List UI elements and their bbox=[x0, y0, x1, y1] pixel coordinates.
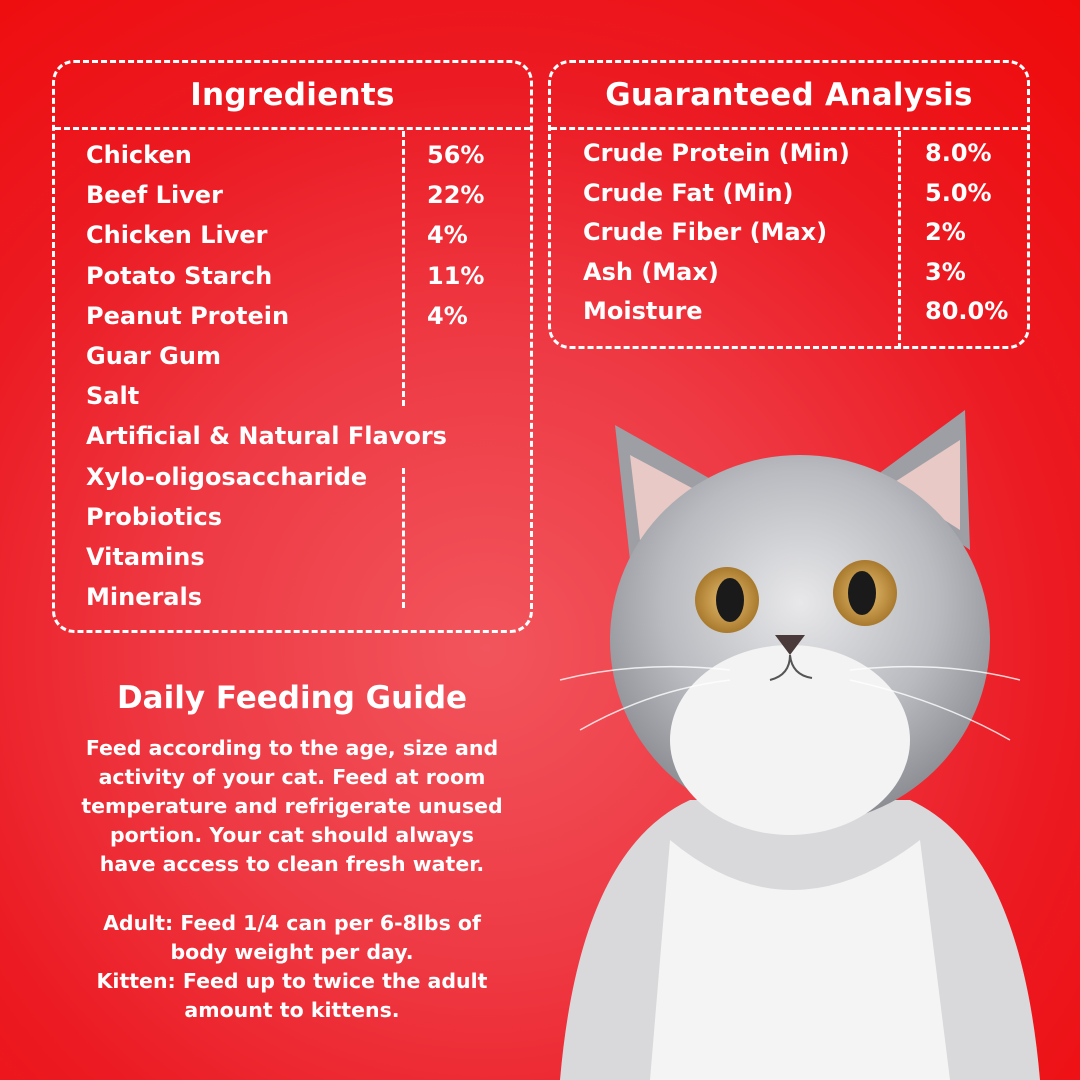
ingredients-panel: Ingredients Chicken 56% Beef Liver 22% Chick… bbox=[52, 60, 533, 633]
ingredient-percent: 4% bbox=[427, 221, 468, 250]
analysis-name: Ash (Max) bbox=[583, 257, 719, 286]
ingredient-percent: 56% bbox=[427, 141, 485, 169]
analysis-title: Guaranteed Analysis bbox=[605, 77, 973, 113]
feeding-text-line: activity of your cat. Feed at room bbox=[98, 765, 486, 789]
feeding-text-line: have access to clean fresh water. bbox=[99, 852, 485, 876]
ingredient-name: Peanut Protein bbox=[86, 301, 290, 330]
ingredient-percent: 22% bbox=[427, 181, 485, 210]
ingredient-name: Artificial & Natural Flavors bbox=[86, 422, 447, 451]
analysis-name: Crude Fat (Min) bbox=[583, 178, 794, 207]
analysis-value: 5.0% bbox=[925, 178, 992, 207]
analysis-value: 8.0% bbox=[925, 139, 992, 167]
guaranteed-analysis-panel: Guaranteed Analysis Crude Protein (Min) 8… bbox=[548, 60, 1030, 349]
ingredient-percent: 4% bbox=[427, 301, 468, 330]
ingredient-name: Chicken bbox=[86, 141, 192, 169]
ingredient-name: Minerals bbox=[86, 583, 203, 612]
divider bbox=[551, 127, 1027, 130]
feeding-text-line: temperature and refrigerate unused bbox=[81, 794, 503, 818]
ingredient-name: Xylo-oligosaccharide bbox=[86, 462, 368, 491]
feeding-text-line: Adult: Feed 1/4 can per 6-8lbs of bbox=[103, 911, 481, 935]
divider bbox=[55, 127, 530, 130]
feeding-text-line: body weight per day. bbox=[170, 940, 414, 964]
feeding-text-line: portion. Your cat should always bbox=[110, 823, 474, 847]
ingredient-name: Beef Liver bbox=[86, 181, 223, 210]
analysis-value: 2% bbox=[925, 218, 966, 246]
ingredient-name: Probiotics bbox=[86, 502, 223, 531]
column-divider bbox=[402, 131, 405, 406]
ingredients-title: Ingredients bbox=[190, 77, 395, 113]
feeding-title: Daily Feeding Guide bbox=[116, 680, 468, 716]
feeding-text-line: amount to kittens. bbox=[184, 998, 400, 1022]
analysis-value: 80.0% bbox=[925, 297, 1009, 325]
ingredient-name: Vitamins bbox=[86, 543, 205, 571]
column-divider bbox=[898, 131, 901, 349]
ingredient-percent: 11% bbox=[427, 261, 485, 290]
feeding-text-line: Feed according to the age, size and bbox=[85, 736, 499, 760]
ingredient-name: Potato Starch bbox=[86, 261, 273, 290]
ingredient-name: Salt bbox=[86, 382, 140, 411]
analysis-name: Crude Fiber (Max) bbox=[583, 218, 828, 246]
column-divider bbox=[402, 468, 405, 608]
analysis-name: Moisture bbox=[583, 297, 703, 325]
ingredient-name: Guar Gum bbox=[86, 342, 221, 370]
feeding-text-line: Kitten: Feed up to twice the adult bbox=[96, 969, 488, 993]
analysis-name: Crude Protein (Min) bbox=[583, 139, 850, 167]
analysis-value: 3% bbox=[925, 257, 966, 286]
ingredient-name: Chicken Liver bbox=[86, 221, 268, 250]
cat-photo bbox=[559, 410, 1040, 1080]
